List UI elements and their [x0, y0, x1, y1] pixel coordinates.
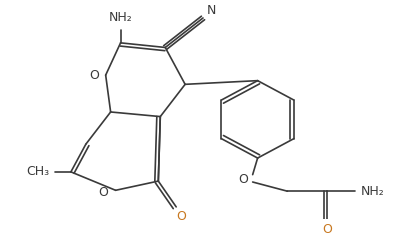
Text: NH₂: NH₂: [109, 12, 132, 25]
Text: O: O: [176, 210, 185, 223]
Text: O: O: [89, 69, 98, 82]
Text: O: O: [322, 223, 331, 236]
Text: O: O: [98, 186, 109, 199]
Text: N: N: [206, 4, 215, 17]
Text: NH₂: NH₂: [360, 185, 384, 198]
Text: O: O: [237, 173, 247, 186]
Text: CH₃: CH₃: [26, 165, 49, 178]
